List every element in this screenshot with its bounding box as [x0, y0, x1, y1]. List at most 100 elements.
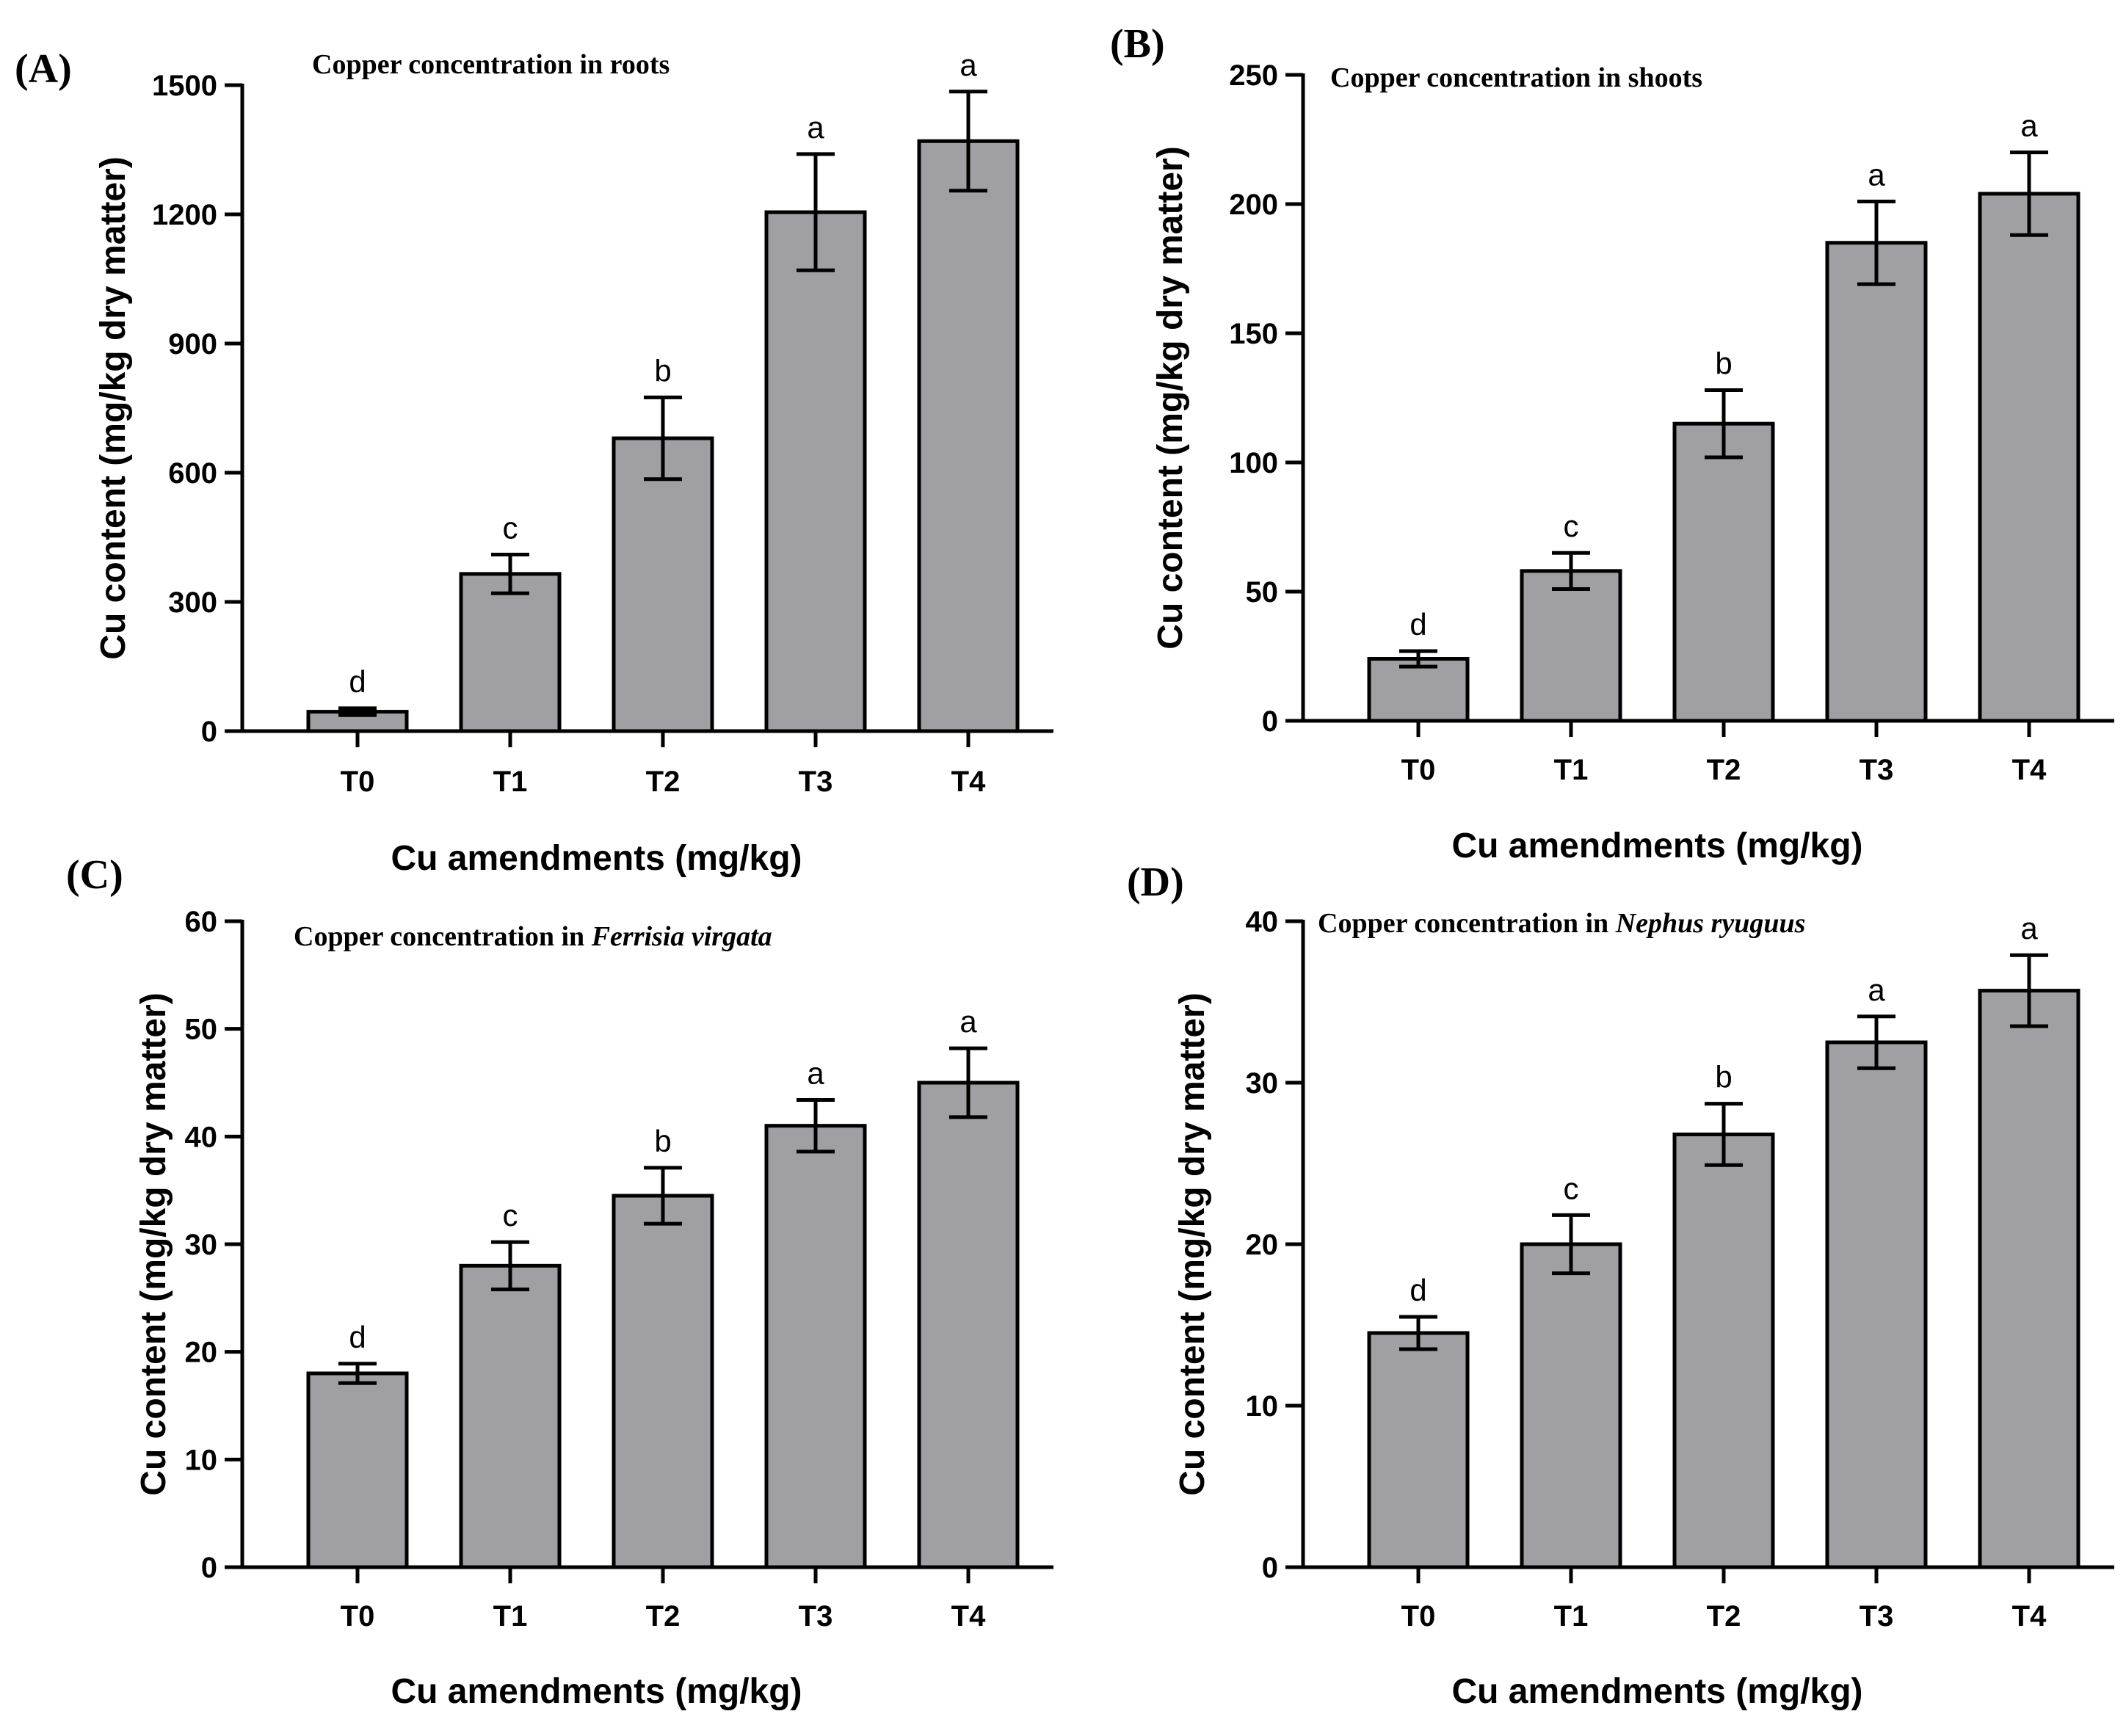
bar	[1825, 1040, 1928, 1569]
chart-title-species: Nephus ryuguus	[1615, 908, 1806, 939]
y-tick-label: 1200	[152, 199, 217, 231]
y-axis-label: Cu content (mg/kg dry matter)	[1151, 146, 1190, 649]
y-tick-label: 100	[1229, 447, 1278, 479]
bar	[612, 1194, 714, 1569]
x-tick-label: T3	[799, 766, 833, 798]
bar	[1978, 192, 2080, 723]
bar	[306, 1371, 409, 1569]
y-tick-label: 0	[1262, 705, 1278, 738]
x-tick-label: T4	[2012, 1600, 2047, 1633]
x-tick-label: T0	[1401, 1600, 1436, 1633]
chart-title: Copper concentration in roots	[312, 49, 670, 80]
x-tick-label: T2	[1707, 1600, 1741, 1633]
chart-title-prefix: Copper concentration in shoots	[1330, 62, 1702, 93]
bar	[1367, 1331, 1470, 1569]
chart-title-prefix: Copper concentration in	[1318, 908, 1616, 939]
y-tick-label: 600	[168, 457, 217, 490]
y-tick-label: 40	[1246, 906, 1279, 938]
bar	[459, 1263, 562, 1569]
significance-letter: b	[654, 353, 671, 388]
significance-letter: c	[503, 1198, 518, 1232]
y-tick-label: 900	[168, 328, 217, 360]
x-tick-label: T3	[1860, 1600, 1894, 1633]
x-axis-label: Cu amendments (mg/kg)	[391, 839, 802, 878]
panel-label: (C)	[66, 852, 123, 898]
panel-a: (A) Copper concentration in roots 0 300 600 9…	[15, 46, 1053, 878]
panel-label: (A)	[15, 46, 72, 92]
x-axis-label: Cu amendments (mg/kg)	[391, 1672, 802, 1711]
y-tick-label: 30	[185, 1229, 218, 1261]
panel-b: (B) Copper concentration in shoots 0 50 100 1…	[1110, 21, 2114, 865]
y-tick-label: 50	[1246, 576, 1279, 609]
panel-label: (D)	[1127, 860, 1184, 905]
bar	[1978, 989, 2080, 1569]
significance-letter: a	[1868, 157, 1885, 192]
y-tick-label: 250	[1229, 59, 1278, 92]
y-axis-label: Cu content (mg/kg dry matter)	[134, 992, 173, 1495]
x-tick-label: T0	[1401, 754, 1436, 786]
x-tick-label: T1	[493, 766, 528, 798]
bar	[1672, 421, 1775, 723]
x-axis-label: Cu amendments (mg/kg)	[1451, 827, 1862, 865]
significance-letter: a	[959, 1004, 977, 1039]
y-tick-label: 0	[201, 1552, 217, 1584]
significance-letter: b	[1715, 346, 1732, 380]
chart-title: Copper concentration in Nephus ryuguus	[1318, 908, 1805, 939]
x-tick-label: T4	[951, 1600, 986, 1633]
bar	[764, 1124, 867, 1569]
bar	[1520, 569, 1622, 723]
y-tick-label: 30	[1246, 1067, 1279, 1100]
panel-label: (B)	[1110, 21, 1165, 67]
y-tick-label: 150	[1229, 318, 1278, 350]
significance-letter: b	[1715, 1060, 1732, 1094]
significance-letter: a	[807, 110, 824, 145]
x-tick-label: T2	[646, 1600, 681, 1633]
y-tick-label: 200	[1229, 189, 1278, 221]
x-axis-label: Cu amendments (mg/kg)	[1451, 1672, 1862, 1711]
significance-letter: b	[654, 1124, 671, 1158]
bar	[917, 1081, 1020, 1569]
significance-letter: a	[959, 48, 977, 82]
bar	[459, 572, 562, 733]
chart-title: Copper concentration in shoots	[1330, 62, 1702, 93]
significance-letter: d	[1410, 1273, 1426, 1307]
bar	[1672, 1132, 1775, 1569]
y-tick-label: 60	[185, 906, 218, 938]
y-tick-label: 10	[185, 1444, 218, 1476]
chart-title: Copper concentration in Ferrisia virgata	[294, 921, 772, 952]
x-tick-label: T2	[646, 766, 681, 798]
panel-d: (D) Copper concentration in Nephus ryuguu…	[1127, 860, 2114, 1711]
y-tick-label: 20	[1246, 1229, 1279, 1261]
chart-title-prefix: Copper concentration in roots	[312, 49, 670, 80]
y-tick-label: 20	[185, 1337, 218, 1369]
y-tick-label: 0	[1262, 1552, 1278, 1584]
significance-letter: d	[349, 1320, 366, 1354]
x-tick-label: T3	[799, 1600, 833, 1633]
y-tick-label: 50	[185, 1014, 218, 1046]
y-axis-label: Cu content (mg/kg dry matter)	[1173, 992, 1212, 1495]
bar	[917, 139, 1020, 733]
x-tick-label: T1	[1554, 1600, 1589, 1633]
panel-c: (C) Copper concentration in Ferrisia virg…	[66, 852, 1053, 1711]
x-tick-label: T0	[341, 766, 375, 798]
chart-title-species: Ferrisia virgata	[591, 921, 772, 952]
bar	[764, 210, 867, 733]
y-axis-label: Cu content (mg/kg dry matter)	[94, 156, 133, 659]
x-tick-label: T3	[1860, 754, 1894, 786]
y-tick-label: 300	[168, 586, 217, 619]
x-tick-label: T1	[1554, 754, 1589, 786]
y-tick-label: 0	[201, 716, 217, 748]
significance-letter: a	[2020, 911, 2038, 945]
significance-letter: a	[807, 1056, 824, 1090]
y-tick-label: 40	[185, 1121, 218, 1153]
x-tick-label: T0	[341, 1600, 375, 1633]
chart-title-prefix: Copper concentration in	[294, 921, 592, 952]
bar	[612, 436, 714, 733]
significance-letter: c	[503, 510, 518, 545]
significance-letter: d	[1410, 607, 1426, 642]
bar	[1825, 241, 1928, 723]
significance-letter: c	[1564, 1171, 1579, 1205]
significance-letter: a	[1868, 973, 1885, 1007]
x-tick-label: T4	[2012, 754, 2047, 786]
